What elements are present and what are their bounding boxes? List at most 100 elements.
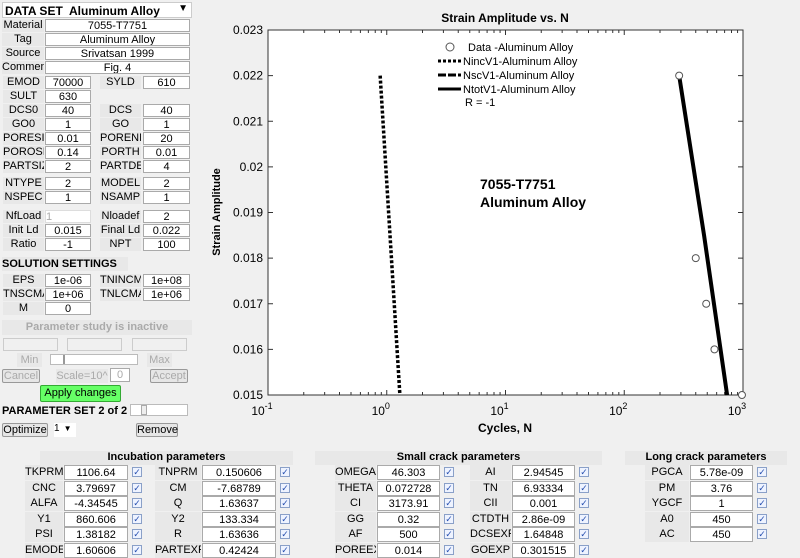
param-input[interactable]: 500 <box>377 527 440 542</box>
dcs-input[interactable]: 40 <box>143 104 190 117</box>
param-input[interactable]: 3173.91 <box>377 496 440 511</box>
checkbox[interactable]: ✓ <box>579 467 589 477</box>
param-input[interactable]: 3.76 <box>690 480 753 496</box>
tag-input[interactable]: Aluminum Alloy <box>45 33 190 46</box>
checkbox[interactable]: ✓ <box>757 529 767 539</box>
nspec-input[interactable]: 1 <box>45 191 91 204</box>
study-field-3[interactable] <box>132 338 187 351</box>
param-input[interactable]: 1 <box>690 496 753 511</box>
study-field-1[interactable] <box>3 338 58 351</box>
sult-input[interactable]: 630 <box>45 90 91 103</box>
poresiz-input[interactable]: 0.01 <box>45 132 91 145</box>
porosit-input[interactable]: 0.14 <box>45 146 91 159</box>
apply-changes-button[interactable]: Apply changes <box>40 385 121 402</box>
param-input[interactable]: 1.64848 <box>512 527 575 542</box>
checkbox[interactable]: ✓ <box>444 529 454 539</box>
param-input[interactable]: 3.79697 <box>64 480 128 496</box>
checkbox[interactable]: ✓ <box>280 544 290 555</box>
param-input[interactable]: 5.78e-09 <box>690 465 753 480</box>
init-ld-input[interactable]: 0.015 <box>45 224 91 237</box>
param-input[interactable]: 0.150606 <box>202 465 276 480</box>
param-input[interactable]: 1.63637 <box>202 496 276 511</box>
tnincma-input[interactable]: 1e+08 <box>143 274 190 287</box>
param-input[interactable]: 46.303 <box>377 465 440 480</box>
accept-button[interactable]: Accept <box>150 369 188 383</box>
checkbox[interactable]: ✓ <box>280 529 290 539</box>
checkbox[interactable]: ✓ <box>280 498 290 508</box>
param-input[interactable]: 0.072728 <box>377 480 440 496</box>
param-input[interactable]: 860.606 <box>64 511 128 527</box>
param-input[interactable]: 0.014 <box>377 542 440 558</box>
param-input[interactable]: 0.001 <box>512 496 575 511</box>
go-input[interactable]: 1 <box>143 118 190 131</box>
ntype-input[interactable]: 2 <box>45 177 91 190</box>
model-input[interactable]: 2 <box>143 177 190 190</box>
param-input[interactable]: 0.32 <box>377 511 440 527</box>
parameter-set-select[interactable]: 1 ▼ <box>54 423 76 437</box>
eps-input[interactable]: 1e-06 <box>45 274 91 287</box>
emod-input[interactable]: 70000 <box>45 76 91 89</box>
study-field-2[interactable] <box>67 338 122 351</box>
m-input[interactable]: 0 <box>45 302 91 315</box>
param-input[interactable]: -4.34545 <box>64 496 128 511</box>
cancel-button[interactable]: Cancel <box>2 369 40 383</box>
final-ld-input[interactable]: 0.022 <box>143 224 190 237</box>
checkbox[interactable]: ✓ <box>132 529 142 539</box>
param-input[interactable]: 2.94545 <box>512 465 575 480</box>
partsiz-input[interactable]: 2 <box>45 160 91 173</box>
dcs0-input[interactable]: 40 <box>45 104 91 117</box>
porenn-input[interactable]: 20 <box>143 132 190 145</box>
param-input[interactable]: -7.68789 <box>202 480 276 496</box>
ratio-input[interactable]: -1 <box>45 238 91 251</box>
nsamp-input[interactable]: 1 <box>143 191 190 204</box>
param-input[interactable]: 6.93334 <box>512 480 575 496</box>
param-input[interactable]: 1.60606 <box>64 542 128 558</box>
checkbox[interactable]: ✓ <box>280 467 290 477</box>
param-input[interactable]: 450 <box>690 527 753 542</box>
checkbox[interactable]: ✓ <box>444 467 454 477</box>
optimize-button[interactable]: Optimize <box>2 423 48 437</box>
checkbox[interactable]: ✓ <box>444 482 454 493</box>
syld-input[interactable]: 610 <box>143 76 190 89</box>
param-input[interactable]: 1.63636 <box>202 527 276 542</box>
material-input[interactable]: 7055-T7751 <box>45 19 190 32</box>
tnscma-input[interactable]: 1e+06 <box>45 288 91 301</box>
param-input[interactable]: 2.86e-09 <box>512 511 575 527</box>
tnlcma-input[interactable]: 1e+06 <box>143 288 190 301</box>
checkbox[interactable]: ✓ <box>579 529 589 539</box>
checkbox[interactable]: ✓ <box>280 482 290 493</box>
param-input[interactable]: 1106.64 <box>64 465 128 480</box>
checkbox[interactable]: ✓ <box>579 544 589 555</box>
scale-input[interactable]: 0 <box>110 368 130 382</box>
nloadef-input[interactable]: 2 <box>143 210 190 223</box>
param-input[interactable]: 450 <box>690 511 753 527</box>
parameter-set-slider[interactable] <box>130 404 188 416</box>
partde-input[interactable]: 4 <box>143 160 190 173</box>
checkbox[interactable]: ✓ <box>757 498 767 508</box>
nfload-input[interactable]: 1 <box>45 210 91 223</box>
checkbox[interactable]: ✓ <box>280 513 290 524</box>
npt-input[interactable]: 100 <box>143 238 190 251</box>
param-input[interactable]: 133.334 <box>202 511 276 527</box>
checkbox[interactable]: ✓ <box>444 544 454 555</box>
checkbox[interactable]: ✓ <box>579 498 589 508</box>
checkbox[interactable]: ✓ <box>444 513 454 524</box>
go0-input[interactable]: 1 <box>45 118 91 131</box>
param-input[interactable]: 0.42424 <box>202 542 276 558</box>
checkbox[interactable]: ✓ <box>132 513 142 524</box>
checkbox[interactable]: ✓ <box>579 482 589 493</box>
checkbox[interactable]: ✓ <box>444 498 454 508</box>
checkbox[interactable]: ✓ <box>132 498 142 508</box>
source-input[interactable]: Srivatsan 1999 <box>45 47 190 60</box>
checkbox[interactable]: ✓ <box>757 482 767 493</box>
checkbox[interactable]: ✓ <box>757 467 767 477</box>
porth-input[interactable]: 0.01 <box>143 146 190 159</box>
checkbox[interactable]: ✓ <box>579 513 589 524</box>
checkbox[interactable]: ✓ <box>132 482 142 493</box>
remove-button[interactable]: Remove <box>136 423 178 437</box>
checkbox[interactable]: ✓ <box>132 467 142 477</box>
comment-input[interactable]: Fig. 4 <box>45 61 190 74</box>
param-input[interactable]: 1.38182 <box>64 527 128 542</box>
checkbox[interactable]: ✓ <box>132 544 142 555</box>
dataset-dropdown[interactable]: DATA SET Aluminum Alloy ▼ <box>2 2 192 18</box>
